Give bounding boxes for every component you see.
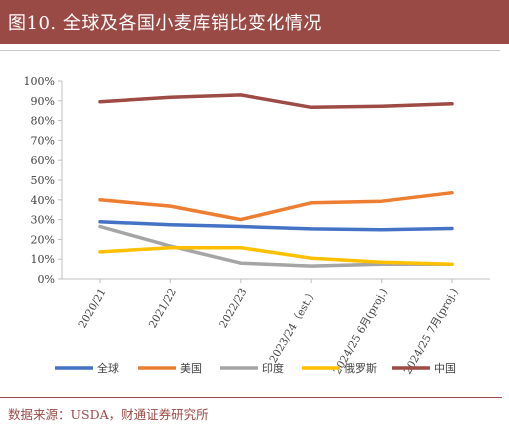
- figure-header: 图10. 全球及各国小麦库销比变化情况: [0, 0, 509, 44]
- figure-title: 图10. 全球及各国小麦库销比变化情况: [8, 13, 322, 34]
- x-tick-label: 2023/24（est.）: [268, 287, 320, 366]
- x-tick-label: 2021/22: [147, 287, 179, 331]
- series-line-俄罗斯: [98, 245, 454, 266]
- y-tick-label: 60%: [31, 154, 55, 167]
- legend-label: 印度: [262, 361, 284, 375]
- y-tick-label: 10%: [31, 253, 55, 266]
- legend-label: 美国: [180, 362, 202, 375]
- y-tick-label: 70%: [31, 134, 55, 147]
- wheat-stock-to-use-chart: 0% 10% 20% 30% 40% 50% 60% 70% 80% 90% 100% 2020/21…: [24, 75, 490, 377]
- legend-label: 中国: [434, 362, 456, 375]
- x-tick-label: 2022/23: [217, 287, 249, 331]
- y-tick-label: 100%: [24, 75, 55, 88]
- footer-divider: [0, 397, 502, 398]
- series-line-中国: [98, 93, 454, 110]
- series-line-美国: [98, 190, 454, 222]
- legend-label: 全球: [97, 361, 119, 375]
- series-line-印度: [98, 224, 454, 268]
- y-tick-label: 0%: [38, 273, 55, 286]
- series-line-全球: [98, 220, 454, 232]
- y-tick-label: 30%: [31, 214, 55, 227]
- y-tick-label: 90%: [31, 95, 55, 108]
- y-tick-label: 50%: [31, 174, 55, 187]
- x-tick-label: 2020/21: [76, 287, 108, 331]
- y-tick-label: 40%: [31, 194, 55, 207]
- y-tick-label: 20%: [31, 233, 55, 246]
- legend-label: 俄罗斯: [344, 362, 377, 375]
- header-divider: [0, 50, 500, 51]
- y-tick-label: 80%: [31, 115, 55, 128]
- source-note: 数据来源：USDA，财通证券研究所: [8, 407, 209, 422]
